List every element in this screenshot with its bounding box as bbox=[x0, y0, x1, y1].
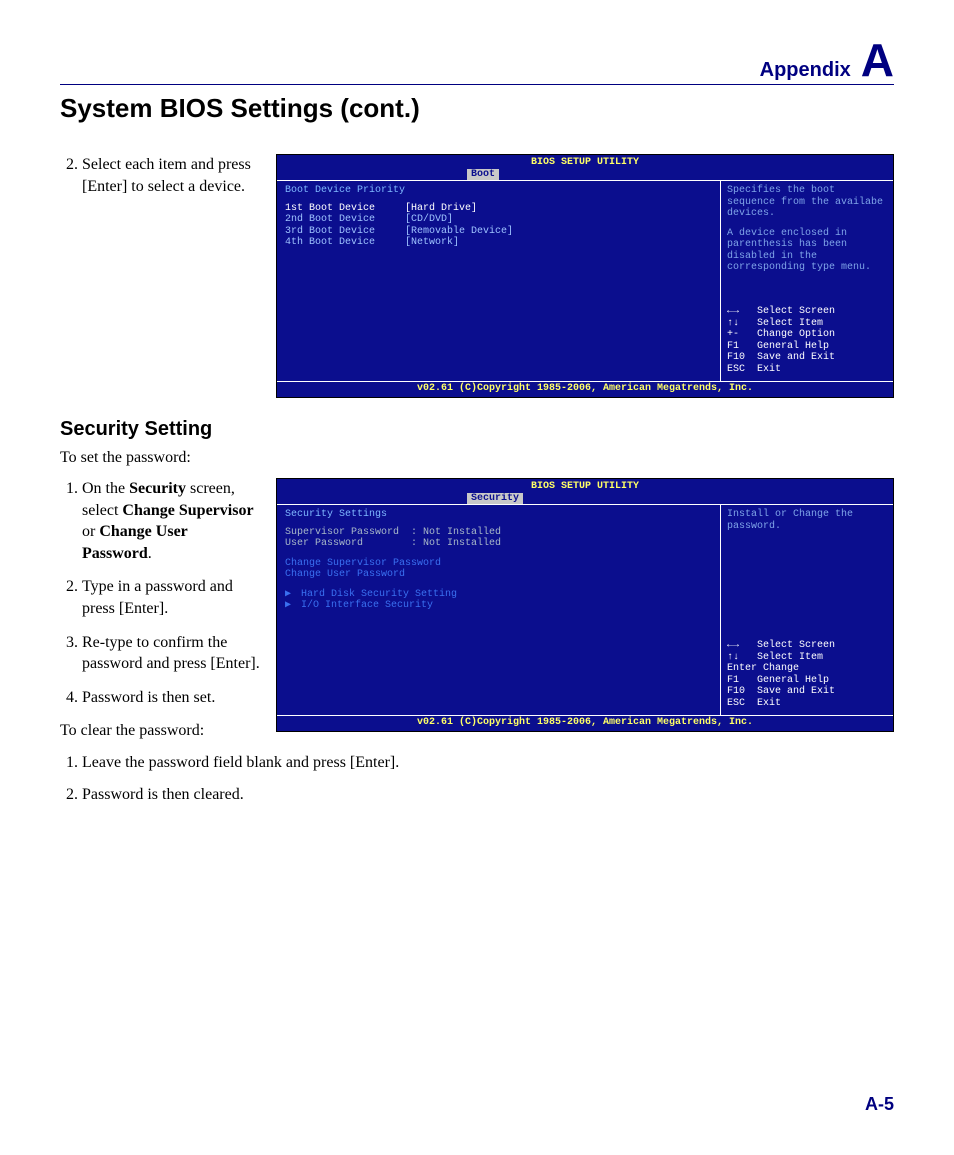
bios-row: ▶ I/O Interface Security bbox=[285, 600, 712, 612]
bios-left-panel: Boot Device Priority 1st Boot Device [Ha… bbox=[277, 181, 721, 381]
security-step-1: On the Security screen, select Change Su… bbox=[82, 478, 260, 564]
bios-key-legend: ←→ Select Screen ↑↓ Select Item Enter Ch… bbox=[727, 640, 887, 709]
appendix-label: Appendix bbox=[760, 59, 851, 82]
bios-footer: v02.61 (C)Copyright 1985-2006, American … bbox=[277, 382, 893, 397]
bios-row: ▶ Hard Disk Security Setting bbox=[285, 589, 712, 601]
bios-title: BIOS SETUP UTILITY bbox=[277, 155, 893, 169]
bios-title: BIOS SETUP UTILITY bbox=[277, 479, 893, 493]
security-step-2: Type in a password and press [Enter]. bbox=[82, 576, 260, 619]
step-2: Select each item and press [Enter] to se… bbox=[82, 154, 260, 197]
triangle-icon: ▶ bbox=[285, 600, 295, 612]
bios-section-head: Boot Device Priority bbox=[285, 185, 712, 197]
security-section-title: Security Setting bbox=[60, 418, 894, 441]
bios-row: Change User Password bbox=[285, 569, 712, 581]
clear-step-2: Password is then cleared. bbox=[82, 784, 894, 806]
bios-boot-screenshot: BIOS SETUP UTILITY Boot Boot Device Prio… bbox=[276, 154, 894, 398]
bios-right-panel: Install or Change the password. ←→ Selec… bbox=[721, 505, 893, 715]
clear-intro: To clear the password: bbox=[60, 720, 260, 742]
appendix-letter: A bbox=[861, 40, 894, 81]
boot-section-row: Select each item and press [Enter] to se… bbox=[60, 154, 894, 398]
security-step-4: Password is then set. bbox=[82, 687, 260, 709]
security-intro: To set the password: bbox=[60, 447, 894, 469]
bios-tab-row: Security bbox=[277, 493, 893, 505]
bios-row: 3rd Boot Device [Removable Device] bbox=[285, 226, 712, 238]
bios-help-text-2: A device enclosed in parenthesis has bee… bbox=[727, 228, 887, 274]
bios-section-head: Security Settings bbox=[285, 509, 712, 521]
boot-step-text: Select each item and press [Enter] to se… bbox=[60, 154, 260, 209]
bios-row: Supervisor Password : Not Installed bbox=[285, 527, 712, 539]
security-step-3: Re-type to confirm the password and pres… bbox=[82, 632, 260, 675]
bios-row: User Password : Not Installed bbox=[285, 538, 712, 550]
clear-step-1: Leave the password field blank and press… bbox=[82, 752, 894, 774]
security-section-row: On the Security screen, select Change Su… bbox=[60, 478, 894, 752]
page-number: A-5 bbox=[865, 1094, 894, 1115]
bios-inner: Boot Device Priority 1st Boot Device [Ha… bbox=[277, 180, 893, 382]
bios-footer: v02.61 (C)Copyright 1985-2006, American … bbox=[277, 716, 893, 731]
bios-left-panel: Security Settings Supervisor Password : … bbox=[277, 505, 721, 715]
bios-inner: Security Settings Supervisor Password : … bbox=[277, 504, 893, 716]
bios-tab-row: Boot bbox=[277, 169, 893, 181]
bios-help-text: Install or Change the password. bbox=[727, 509, 887, 532]
page-header: Appendix A bbox=[60, 40, 894, 85]
bios-row: 2nd Boot Device [CD/DVD] bbox=[285, 214, 712, 226]
bios-security-screenshot: BIOS SETUP UTILITY Security Security Set… bbox=[276, 478, 894, 732]
bios-tab-security: Security bbox=[467, 493, 523, 505]
page-title: System BIOS Settings (cont.) bbox=[60, 93, 894, 124]
bios-help-text-1: Specifies the boot sequence from the ava… bbox=[727, 185, 887, 220]
bios-row: Change Supervisor Password bbox=[285, 558, 712, 570]
bios-row: 4th Boot Device [Network] bbox=[285, 237, 712, 249]
clear-password-steps: Leave the password field blank and press… bbox=[60, 752, 894, 805]
bios-key-legend: ←→ Select Screen ↑↓ Select Item +- Chang… bbox=[727, 306, 887, 375]
security-steps: On the Security screen, select Change Su… bbox=[60, 478, 260, 752]
bios-row: 1st Boot Device [Hard Drive] bbox=[285, 203, 712, 215]
bios-right-panel: Specifies the boot sequence from the ava… bbox=[721, 181, 893, 381]
triangle-icon: ▶ bbox=[285, 589, 295, 601]
bios-tab-boot: Boot bbox=[467, 169, 499, 181]
